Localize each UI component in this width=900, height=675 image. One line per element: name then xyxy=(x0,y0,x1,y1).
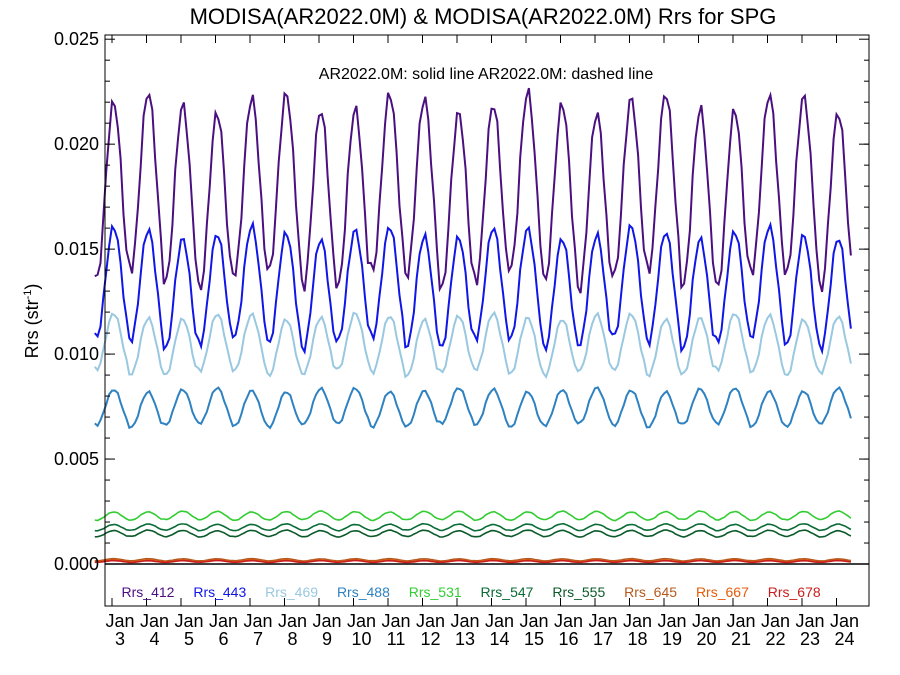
x-tick-year: 19 xyxy=(662,629,682,649)
x-tick-year: 6 xyxy=(218,629,228,649)
x-tick-year: 7 xyxy=(253,629,263,649)
y-tick-label: 0.000 xyxy=(54,554,99,574)
series-line-rrs-488 xyxy=(94,385,852,430)
x-tick-year: 9 xyxy=(322,629,332,649)
y-axis-label: Rrs (str-1) xyxy=(22,284,42,359)
x-tick-year: 3 xyxy=(115,629,125,649)
x-tick-year: 16 xyxy=(558,629,578,649)
y-tick-label: 0.010 xyxy=(54,344,99,364)
x-tick-month: Jan xyxy=(485,611,514,631)
legend: Rrs_412 Rrs_443 Rrs_469 Rrs_488 Rrs_531 Rrs_5… xyxy=(122,584,821,600)
legend-item-rrs-645: Rrs_645 xyxy=(624,584,677,600)
x-tick-month: Jan xyxy=(692,611,721,631)
x-tick-year: 23 xyxy=(800,629,820,649)
legend-item-rrs-678: Rrs_678 xyxy=(768,584,821,600)
x-tick-year: 13 xyxy=(455,629,475,649)
legend-item-rrs-469: Rrs_469 xyxy=(265,584,318,600)
x-tick-month: Jan xyxy=(105,611,134,631)
x-tick-year: 20 xyxy=(696,629,716,649)
x-tick-month: Jan xyxy=(519,611,548,631)
series-line-rrs-547 xyxy=(94,522,852,532)
x-tick-month: Jan xyxy=(174,611,203,631)
x-tick-month: Jan xyxy=(278,611,307,631)
x-tick-year: 5 xyxy=(184,629,194,649)
x-tick-month: Jan xyxy=(416,611,445,631)
x-tick-month: Jan xyxy=(209,611,238,631)
x-tick-month: Jan xyxy=(830,611,859,631)
x-tick-year: 11 xyxy=(387,629,406,649)
series-line-rrs-412 xyxy=(94,87,852,294)
x-tick-month: Jan xyxy=(312,611,341,631)
x-tick-month: Jan xyxy=(726,611,755,631)
series-line-rrs-469 xyxy=(94,310,852,380)
x-tick-month: Jan xyxy=(761,611,790,631)
x-tick-year: 12 xyxy=(420,629,440,649)
x-tick-month: Jan xyxy=(347,611,376,631)
x-tick-year: 24 xyxy=(834,629,854,649)
legend-item-rrs-531: Rrs_531 xyxy=(409,584,462,600)
x-tick-month: Jan xyxy=(657,611,686,631)
x-tick-year: 4 xyxy=(149,629,159,649)
legend-item-rrs-443: Rrs_443 xyxy=(193,584,246,600)
x-tick-month: Jan xyxy=(795,611,824,631)
x-tick-month: Jan xyxy=(381,611,410,631)
chart-title: MODISA(AR2022.0M) & MODISA(AR2022.0M) Rr… xyxy=(190,4,777,29)
legend-item-rrs-412: Rrs_412 xyxy=(122,584,175,600)
x-tick-month: Jan xyxy=(450,611,479,631)
series-line-rrs-645 xyxy=(94,557,852,562)
x-tick-year: 15 xyxy=(524,629,544,649)
legend-item-rrs-488: Rrs_488 xyxy=(337,584,390,600)
x-tick-year: 22 xyxy=(765,629,785,649)
series-line-rrs-678 xyxy=(94,559,851,564)
x-tick-month: Jan xyxy=(243,611,272,631)
legend-item-rrs-555: Rrs_555 xyxy=(552,584,605,600)
plot-frame xyxy=(104,34,870,607)
legend-item-rrs-547: Rrs_547 xyxy=(481,584,534,600)
y-tick-label: 0.020 xyxy=(54,134,99,154)
x-tick-year: 18 xyxy=(627,629,647,649)
x-tick-month: Jan xyxy=(140,611,169,631)
x-tick-year: 21 xyxy=(731,629,751,649)
x-tick-month: Jan xyxy=(588,611,617,631)
legend-item-rrs-667: Rrs_667 xyxy=(696,584,749,600)
x-tick-year: 8 xyxy=(287,629,297,649)
x-tick-year: 10 xyxy=(351,629,371,649)
series-line-rrs-555 xyxy=(94,529,852,538)
annotation: AR2022.0M: solid line AR2022.0M: dashed … xyxy=(319,66,654,83)
series-line-rrs-443 xyxy=(94,219,852,356)
y-tick-label: 0.025 xyxy=(54,29,99,49)
y-tick-label: 0.005 xyxy=(54,449,99,469)
x-tick-year: 14 xyxy=(489,629,509,649)
x-tick-month: Jan xyxy=(554,611,583,631)
series-line-rrs-531 xyxy=(94,510,852,522)
x-tick-month: Jan xyxy=(623,611,652,631)
x-tick-year: 17 xyxy=(593,629,613,649)
y-tick-label: 0.015 xyxy=(54,239,99,259)
